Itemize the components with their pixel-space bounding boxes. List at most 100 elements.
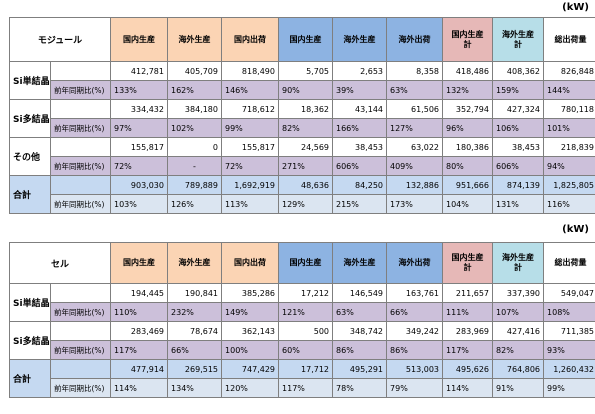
yoy-cell: 409% xyxy=(386,156,443,176)
header-overseas-shipment: 海外出荷 xyxy=(386,17,443,62)
value-cell: 874,139 xyxy=(492,175,544,195)
value-cell: 764,806 xyxy=(492,359,545,379)
value-cell: 408,362 xyxy=(492,61,544,81)
yoy-cell: 113% xyxy=(221,194,279,214)
yoy-cell: 104% xyxy=(442,194,493,214)
header-overseas-shipment: 海外出荷 xyxy=(386,242,444,284)
header-domestic-production-total: 国内生産 計 xyxy=(442,242,494,284)
yoy-cell: 39% xyxy=(332,80,387,100)
yoy-cell: 129% xyxy=(278,194,333,214)
value-cell: 38,453 xyxy=(332,137,387,157)
yoy-cell: 96% xyxy=(442,118,493,138)
table-row-yoy: 前年同期比(%) 110% 232% 149% 121% 63% 66% 111% 107% 10… xyxy=(10,302,595,322)
yoy-cell: 117% xyxy=(278,378,334,398)
value-cell: 818,490 xyxy=(221,61,279,81)
value-cell: 337,390 xyxy=(492,283,545,303)
header-domestic-shipment: 国内出荷 xyxy=(221,17,279,62)
table-row-yoy: 前年同期比(%) 117% 66% 100% 60% 86% 86% 117% 82% 93% xyxy=(10,340,595,360)
cell-header-row: セル 国内生産 海外生産 国内出荷 国内生産 海外生産 海外出荷 国内生産 計 … xyxy=(8,242,595,284)
yoy-cell: - xyxy=(167,156,222,176)
yoy-cell: 132% xyxy=(442,80,493,100)
table-row-yoy: 前年同期比(%) 97% 102% 99% 82% 166% 127% 96% 106% 101% xyxy=(10,118,595,138)
yoy-cell: 99% xyxy=(221,118,279,138)
value-cell: 24,569 xyxy=(278,137,333,157)
value-cell: 1,825,805 xyxy=(543,175,595,195)
yoy-cell: 94% xyxy=(543,156,595,176)
yoy-cell: 79% xyxy=(386,378,444,398)
yoy-cell: 107% xyxy=(492,302,545,322)
yoy-cell: 108% xyxy=(543,302,595,322)
yoy-cell: 114% xyxy=(110,378,169,398)
yoy-cell: 97% xyxy=(110,118,168,138)
table-row-yoy: 前年同期比(%) 133% 162% 146% 90% 39% 63% 132% 159% 144… xyxy=(10,80,595,100)
value-cell: 63,022 xyxy=(386,137,443,157)
yoy-cell: 100% xyxy=(221,340,280,360)
row-label: Si多結晶 xyxy=(9,321,51,360)
header-overseas-production-2: 海外生産 xyxy=(332,17,387,62)
value-cell: 384,180 xyxy=(167,99,222,119)
value-cell: 427,416 xyxy=(492,321,545,341)
module-header-row: モジュール 国内生産 海外生産 国内出荷 国内生産 海外生産 海外出荷 国内生産… xyxy=(9,17,595,62)
yoy-cell: 149% xyxy=(221,302,280,322)
value-cell: 48,636 xyxy=(278,175,333,195)
value-cell: 2,653 xyxy=(332,61,387,81)
blank-cell xyxy=(50,175,111,195)
yoy-cell: 146% xyxy=(221,80,279,100)
yoy-cell: 166% xyxy=(332,118,387,138)
yoy-cell: 101% xyxy=(543,118,595,138)
table-row: その他 155,817 0 155,817 24,569 38,453 63,022 180,… xyxy=(9,137,595,176)
value-cell: 0 xyxy=(167,137,222,157)
value-cell: 5,705 xyxy=(278,61,333,81)
yoy-label: 前年同期比(%) xyxy=(50,80,111,100)
value-cell: 405,709 xyxy=(167,61,222,81)
table-row: 合計 477,914 269,515 747,429 17,712 495,291 513,… xyxy=(9,359,595,398)
row-label: その他 xyxy=(9,137,51,176)
yoy-cell: 72% xyxy=(221,156,279,176)
yoy-cell: 66% xyxy=(386,302,444,322)
yoy-cell: 114% xyxy=(442,378,494,398)
yoy-cell: 90% xyxy=(278,80,333,100)
value-cell: 495,291 xyxy=(332,359,388,379)
value-cell: 38,453 xyxy=(492,137,544,157)
value-cell: 17,712 xyxy=(278,359,334,379)
yoy-cell: 116% xyxy=(543,194,595,214)
table-row-yoy: 前年同期比(%) 72% -72% 271% 606% 409% 80% 606% 94% xyxy=(10,156,595,176)
value-cell: 780,118 xyxy=(543,99,595,119)
yoy-cell: 271% xyxy=(278,156,333,176)
value-cell: 218,839 xyxy=(543,137,595,157)
value-cell: 418,486 xyxy=(442,61,493,81)
value-cell: 427,324 xyxy=(492,99,544,119)
value-cell: 349,242 xyxy=(386,321,444,341)
value-cell: 495,626 xyxy=(442,359,494,379)
value-cell: 1,692,919 xyxy=(221,175,279,195)
value-cell: 17,212 xyxy=(278,283,334,303)
value-cell: 747,429 xyxy=(221,359,280,379)
table-row-yoy: 前年同期比(%) 114% 134% 120% 117% 78% 79% 114% 91% 99% xyxy=(10,378,595,398)
value-cell: 412,781 xyxy=(110,61,168,81)
yoy-cell: 78% xyxy=(332,378,388,398)
value-cell: 269,515 xyxy=(167,359,223,379)
cell-table: セル 国内生産 海外生産 国内出荷 国内生産 海外生産 海外出荷 国内生産 計 … xyxy=(8,242,595,398)
blank-cell xyxy=(50,99,111,119)
value-cell: 43,144 xyxy=(332,99,387,119)
header-total-shipment: 総出荷量 xyxy=(543,242,595,284)
yoy-cell: 127% xyxy=(386,118,443,138)
yoy-cell: 66% xyxy=(167,340,223,360)
header-overseas-production: 海外生産 xyxy=(167,17,222,62)
yoy-cell: 144% xyxy=(543,80,595,100)
value-cell: 334,432 xyxy=(110,99,168,119)
module-title: モジュール xyxy=(9,17,111,62)
header-domestic-production: 国内生産 xyxy=(110,242,169,284)
value-cell: 132,886 xyxy=(386,175,443,195)
value-cell: 789,889 xyxy=(167,175,222,195)
value-cell: 283,469 xyxy=(110,321,169,341)
value-cell: 78,674 xyxy=(167,321,223,341)
value-cell: 190,841 xyxy=(167,283,223,303)
header-overseas-production: 海外生産 xyxy=(167,242,223,284)
yoy-cell: 606% xyxy=(492,156,544,176)
yoy-cell: 131% xyxy=(492,194,544,214)
blank-cell xyxy=(49,359,112,379)
module-unit-label: (kW) xyxy=(562,2,589,13)
value-cell: 8,358 xyxy=(386,61,443,81)
yoy-cell: 126% xyxy=(167,194,222,214)
